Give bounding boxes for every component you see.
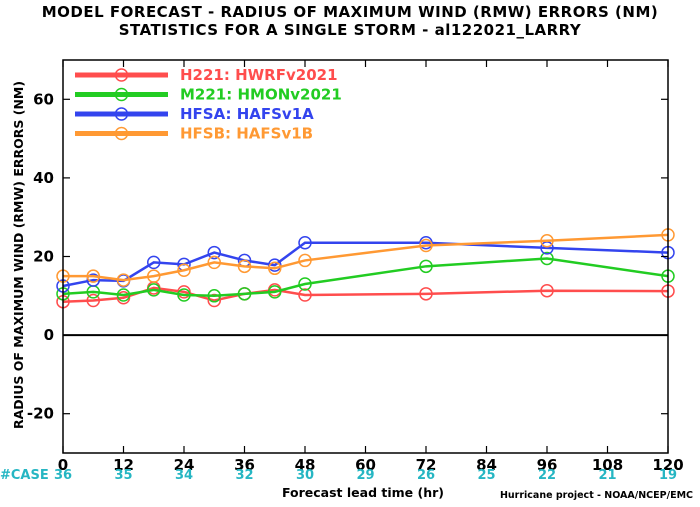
x-tick-label: 120 bbox=[652, 456, 683, 474]
series-point bbox=[540, 283, 554, 298]
series-point bbox=[268, 258, 282, 272]
series-point bbox=[86, 269, 100, 283]
x-tick-label: 72 bbox=[416, 456, 437, 474]
legend-entry-label: H221: HWRFv2021 bbox=[180, 66, 338, 84]
series-point bbox=[86, 293, 100, 308]
series-point bbox=[116, 273, 131, 287]
x-tick-label: 12 bbox=[113, 456, 134, 474]
legend-swatch-marker bbox=[114, 68, 129, 82]
series-point bbox=[177, 285, 191, 299]
series-line bbox=[62, 257, 669, 298]
case-count: 34 bbox=[175, 468, 193, 483]
legend-entry-label: HFSB: HAFSv1B bbox=[180, 125, 313, 143]
series-point bbox=[298, 288, 312, 302]
series-point bbox=[147, 255, 161, 270]
series-point bbox=[207, 255, 221, 270]
case-count: 30 bbox=[296, 468, 314, 483]
x-tick-label: 84 bbox=[476, 456, 497, 474]
case-counts: 36 35 34 32 30 29 26 25 22 21 19 bbox=[54, 468, 677, 483]
series-point bbox=[86, 273, 100, 287]
series-point bbox=[268, 285, 282, 299]
plot-area bbox=[56, 228, 675, 309]
series-point bbox=[298, 277, 312, 291]
legend-swatch-marker bbox=[114, 107, 129, 121]
series-point bbox=[207, 245, 221, 260]
axes: 0 12 24 36 48 60 72 84 96 108 120 -20 0 20 40 60 bbox=[27, 59, 684, 474]
legend-swatch-marker bbox=[114, 126, 129, 141]
series-point bbox=[207, 293, 221, 308]
series-point bbox=[177, 288, 191, 302]
y-tick-label: 20 bbox=[33, 248, 54, 266]
credit-text: Hurricane project - NOAA/NCEP/EMC bbox=[500, 490, 693, 501]
x-tick-label: 48 bbox=[295, 456, 316, 474]
series-point bbox=[298, 253, 312, 268]
series-point bbox=[419, 259, 433, 274]
series-point bbox=[540, 234, 554, 248]
x-axis-label: Forecast lead time (hr) bbox=[282, 485, 444, 500]
series-line bbox=[62, 241, 669, 288]
legend-swatch-marker bbox=[114, 87, 129, 102]
case-label: #CASE bbox=[0, 468, 49, 483]
series-point bbox=[268, 261, 282, 276]
y-tick-label: 60 bbox=[33, 90, 54, 108]
case-count: 21 bbox=[598, 468, 616, 483]
x-tick-label: 0 bbox=[58, 456, 68, 474]
series-point bbox=[147, 283, 161, 297]
x-tick-label: 60 bbox=[355, 456, 376, 474]
y-axis-label: RADIUS OF MAXIMUM WIND (RMW) ERRORS (NM) bbox=[11, 81, 26, 429]
series-point bbox=[177, 263, 191, 278]
case-count: 25 bbox=[477, 468, 495, 483]
case-count: 32 bbox=[235, 468, 253, 483]
legend-entry-label: M221: HMONv2021 bbox=[180, 86, 342, 104]
series-point bbox=[419, 287, 433, 301]
case-count: 26 bbox=[417, 468, 435, 483]
chart-subtitle: STATISTICS FOR A SINGLE STORM - al122021… bbox=[119, 21, 582, 39]
x-tick-label: 96 bbox=[537, 456, 558, 474]
case-count: 36 bbox=[54, 468, 72, 483]
case-count: 35 bbox=[114, 468, 132, 483]
series-point bbox=[147, 269, 161, 283]
case-count: 22 bbox=[538, 468, 556, 483]
x-tick-label: 24 bbox=[174, 456, 195, 474]
case-count: 29 bbox=[356, 468, 374, 483]
series-line bbox=[63, 233, 669, 282]
series-point bbox=[237, 287, 252, 301]
series-point bbox=[207, 289, 221, 303]
series-point bbox=[237, 259, 252, 274]
case-count: 19 bbox=[659, 468, 677, 483]
series-point bbox=[419, 238, 433, 253]
series-point bbox=[540, 251, 554, 266]
legend-entry-label: HFSA: HAFSv1A bbox=[180, 105, 314, 123]
chart-title: MODEL FORECAST - RADIUS OF MAXIMUM WIND … bbox=[42, 3, 659, 21]
x-tick-label: 108 bbox=[592, 456, 623, 474]
x-tick-label: 36 bbox=[234, 456, 255, 474]
series-point bbox=[116, 288, 131, 302]
y-tick-label: 0 bbox=[44, 326, 54, 344]
y-tick-label: -20 bbox=[27, 405, 54, 423]
y-tick-label: 40 bbox=[33, 169, 54, 187]
series-point bbox=[298, 235, 312, 250]
